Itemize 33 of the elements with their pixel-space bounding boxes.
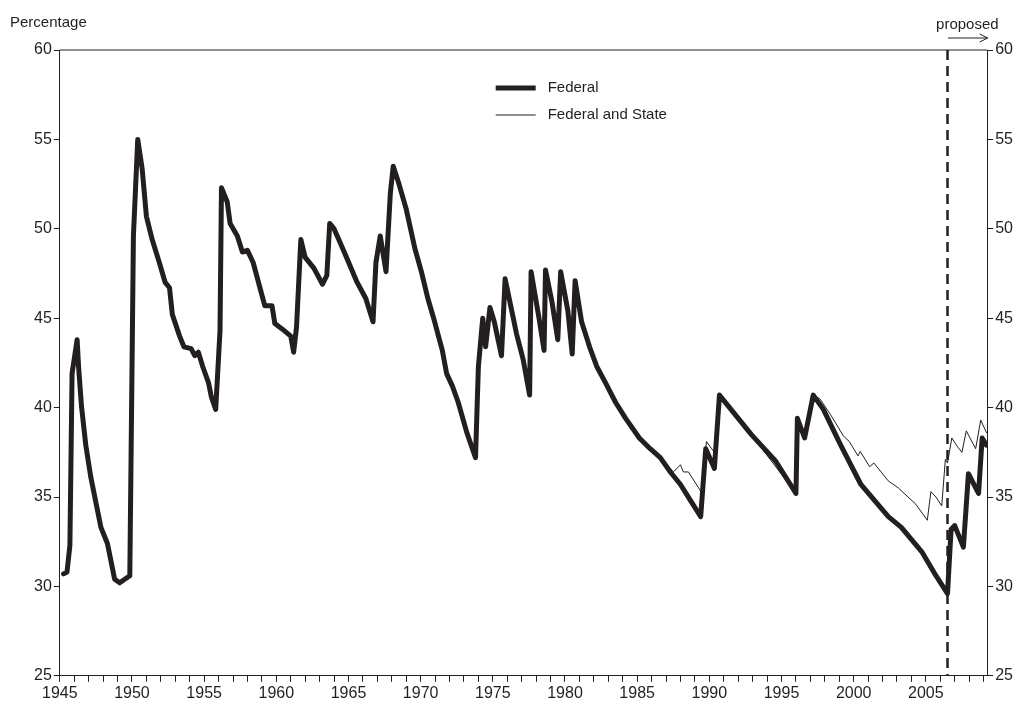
y-tick-label: 30 bbox=[34, 576, 52, 594]
x-tick-label: 1995 bbox=[763, 683, 800, 701]
y-tick-label: 45 bbox=[34, 308, 52, 326]
y-tick-label: 60 bbox=[34, 40, 52, 58]
x-tick-label: 2000 bbox=[835, 683, 872, 701]
y2-tick-label: 50 bbox=[995, 219, 1014, 237]
legend-label: Federal and State bbox=[547, 105, 667, 123]
y2-tick-label: 30 bbox=[995, 576, 1014, 594]
x-tick-label: 2005 bbox=[908, 683, 944, 701]
y-tick-label: 55 bbox=[34, 129, 52, 147]
x-tick-label: 1975 bbox=[475, 683, 511, 701]
ref-line-label: proposed bbox=[936, 14, 999, 32]
legend-label: Federal bbox=[547, 78, 599, 96]
x-tick-label: 1965 bbox=[330, 683, 367, 701]
y2-tick-label: 55 bbox=[995, 129, 1014, 147]
y-tick-label: 40 bbox=[34, 398, 52, 416]
x-tick-label: 1960 bbox=[258, 683, 295, 701]
x-tick-label: 1990 bbox=[691, 683, 728, 701]
x-tick-label: 1970 bbox=[402, 683, 439, 701]
y-axis-title: Percentage bbox=[10, 12, 87, 30]
y2-tick-label: 25 bbox=[995, 666, 1014, 684]
x-tick-label: 1945 bbox=[42, 683, 78, 701]
x-tick-label: 1980 bbox=[547, 683, 583, 701]
y2-tick-label: 45 bbox=[995, 308, 1014, 326]
y-tick-label: 25 bbox=[34, 666, 52, 684]
x-tick-label: 1955 bbox=[186, 683, 223, 701]
y-tick-label: 35 bbox=[34, 487, 52, 505]
y2-tick-label: 35 bbox=[995, 487, 1014, 505]
y2-tick-label: 40 bbox=[995, 398, 1014, 416]
x-tick-label: 1985 bbox=[619, 683, 656, 701]
y2-tick-label: 60 bbox=[995, 40, 1014, 58]
x-tick-label: 1950 bbox=[114, 683, 150, 701]
y-tick-label: 50 bbox=[34, 219, 52, 237]
